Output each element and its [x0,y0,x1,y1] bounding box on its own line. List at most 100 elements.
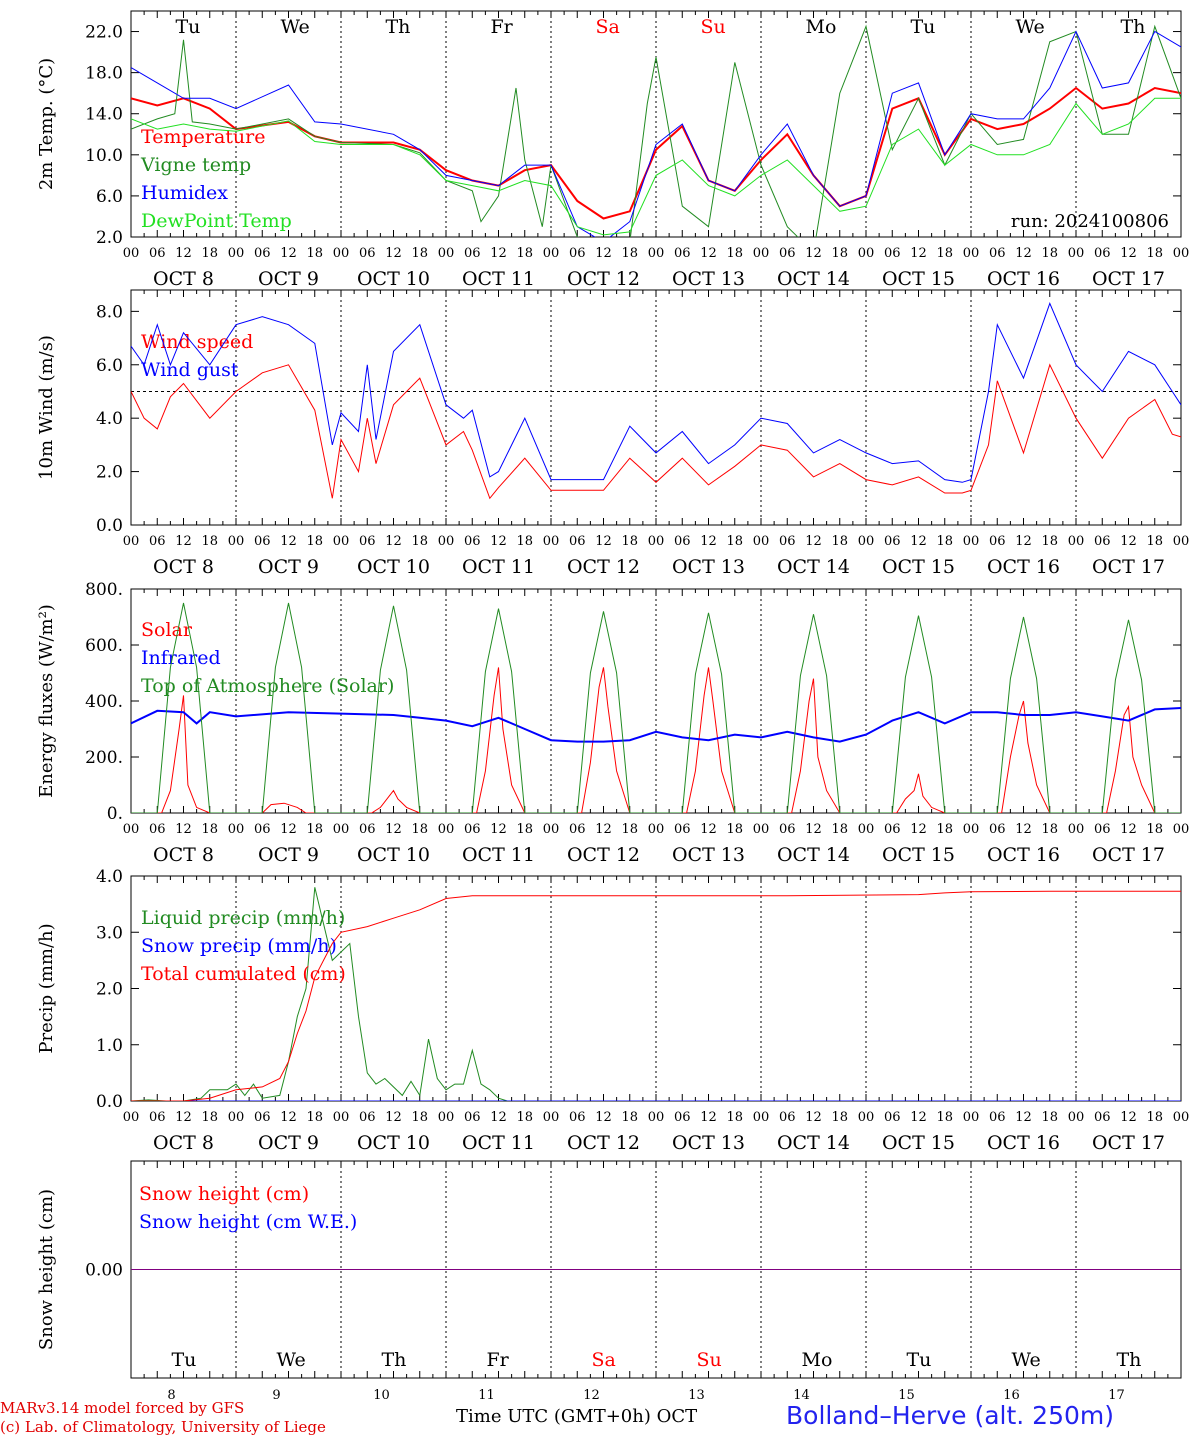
y-tick-label: 400. [85,692,123,712]
hour-tick-label: 00 [333,1110,350,1125]
hour-tick-label: 12 [1120,534,1137,549]
panel-3: 0. 200. 400. 600. 800. Energy fluxes (W/m²) So… [36,580,1189,866]
hour-tick-label: 18 [1146,822,1163,837]
hour-tick-label: 18 [621,534,638,549]
hour-tick-label: 12 [385,1110,402,1125]
hour-tick-label: 18 [516,246,533,261]
hour-tick-label: 00 [858,534,875,549]
run-annotation: run: 2024100806 [1011,211,1169,232]
hour-tick-label: 12 [595,534,612,549]
day-number: 16 [1003,1388,1020,1403]
hour-tick-label: 00 [333,246,350,261]
y-tick-label: 0.00 [85,1261,123,1281]
hour-tick-label: 06 [989,246,1006,261]
hour-tick-label: 12 [490,246,507,261]
hour-tick-label: 06 [1094,1110,1111,1125]
hour-tick-label: 18 [621,246,638,261]
hour-tick-label: 12 [175,822,192,837]
hour-tick-label: 00 [1068,246,1085,261]
hour-tick-label: 00 [963,246,980,261]
hour-tick-label: 00 [123,246,140,261]
hour-tick-label: 18 [411,246,428,261]
hour-tick-label: 00 [648,534,665,549]
weekday-label: We [281,16,310,38]
y-tick-label: 4.0 [96,867,123,887]
hour-tick-label: 18 [936,534,953,549]
hour-tick-label: 00 [1068,1110,1085,1125]
weekday-label: Fr [491,16,514,38]
y-tick-label: 2.0 [96,228,123,248]
hour-tick-label: 18 [516,1110,533,1125]
hour-tick-label: 12 [1120,246,1137,261]
date-label: OCT 15 [882,844,955,866]
hour-tick-label: 06 [674,822,691,837]
y-tick-label: 2.0 [96,980,123,1000]
weekday-label: Tu [176,16,201,38]
y-tick-label: 22.0 [85,23,123,43]
date-label: OCT 10 [357,1132,430,1154]
hour-tick-label: 00 [963,822,980,837]
hour-tick-label: 18 [621,822,638,837]
hour-tick-label: 00 [123,822,140,837]
hour-tick-label: 12 [910,534,927,549]
hour-tick-label: 18 [831,534,848,549]
station-name: Bolland–Herve (alt. 250m) [786,1401,1114,1430]
credit-line-lab: (c) Lab. of Climatology, University of L… [0,1418,326,1436]
hour-tick-label: 18 [306,822,323,837]
hour-tick-label: 12 [805,534,822,549]
hour-tick-label: 00 [543,1110,560,1125]
y-axis-label: Precip (mm/h) [36,923,57,1053]
series-line-1 [131,363,1181,500]
hour-tick-label: 18 [1041,246,1058,261]
y-tick-label: 1.0 [96,1036,123,1056]
date-label: OCT 9 [258,268,319,290]
series-line-3 [131,30,1181,237]
hour-tick-label: 00 [753,822,770,837]
date-label: OCT 12 [567,1132,640,1154]
series-line-3 [131,602,1181,813]
hour-tick-label: 12 [490,822,507,837]
weekday-label: Su [701,16,726,38]
hour-tick-label: 12 [1015,534,1032,549]
hour-tick-label: 06 [674,534,691,549]
hour-tick-label: 00 [1173,822,1190,837]
date-label: OCT 9 [258,1132,319,1154]
panel-4: 0.0 1.0 2.0 3.0 4.0 Precip (mm/h) Liquid preci… [36,867,1189,1154]
hour-tick-label: 06 [569,1110,586,1125]
hour-tick-label: 06 [884,534,901,549]
hour-tick-label: 12 [700,246,717,261]
hour-tick-label: 06 [884,1110,901,1125]
hour-tick-label: 12 [280,534,297,549]
weekday-label: Th [1117,1349,1142,1371]
date-label: OCT 13 [672,556,745,578]
hour-tick-label: 12 [175,534,192,549]
hour-tick-label: 18 [1146,1110,1163,1125]
hour-tick-label: 18 [201,822,218,837]
hour-tick-label: 00 [123,1110,140,1125]
hour-tick-label: 06 [1094,534,1111,549]
date-label: OCT 17 [1092,556,1165,578]
weekday-label: Tu [172,1349,197,1371]
y-tick-label: 600. [85,636,123,656]
date-label: OCT 14 [777,844,850,866]
date-label: OCT 16 [987,1132,1060,1154]
date-label: OCT 13 [672,268,745,290]
hour-tick-label: 12 [700,534,717,549]
date-label: OCT 12 [567,844,640,866]
date-label: OCT 14 [777,556,850,578]
hour-tick-label: 00 [858,822,875,837]
hour-tick-label: 18 [936,246,953,261]
hour-tick-label: 18 [936,1110,953,1125]
hour-tick-label: 12 [385,246,402,261]
hour-tick-label: 00 [543,822,560,837]
date-label: OCT 10 [357,268,430,290]
date-label: OCT 15 [882,268,955,290]
hour-tick-label: 18 [411,534,428,549]
hour-tick-label: 06 [779,534,796,549]
hour-tick-label: 12 [175,1110,192,1125]
hour-tick-label: 18 [516,822,533,837]
hour-tick-label: 12 [1120,822,1137,837]
hour-tick-label: 18 [831,246,848,261]
hour-tick-label: 06 [254,822,271,837]
